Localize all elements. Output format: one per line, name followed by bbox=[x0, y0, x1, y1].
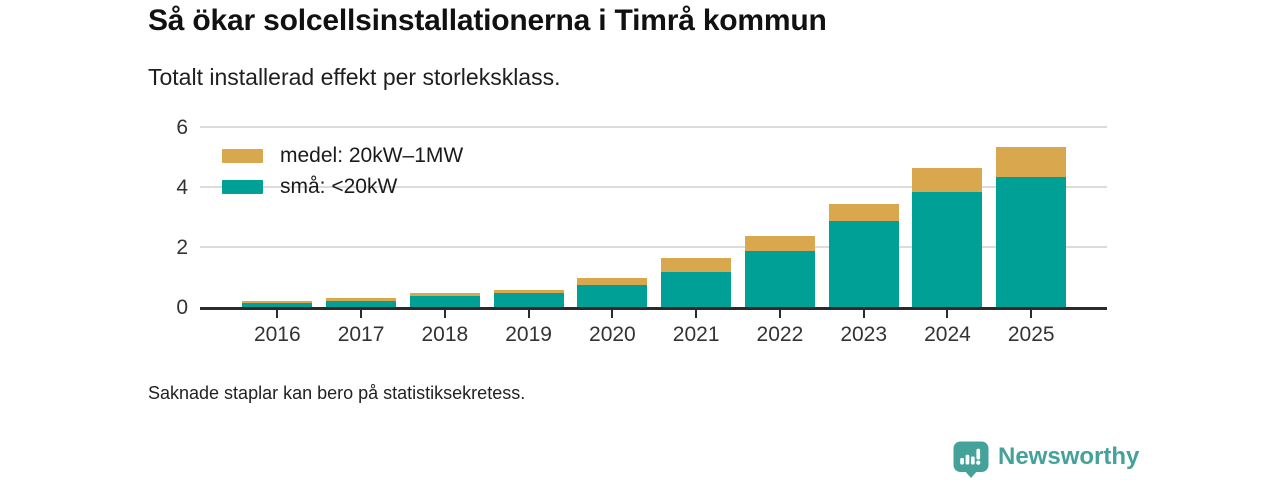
legend-item: små: <20kW bbox=[222, 171, 463, 202]
bar-segment bbox=[242, 303, 313, 309]
bar-segment bbox=[828, 204, 899, 221]
legend-label: medel: 20kW–1MW bbox=[280, 143, 464, 167]
bar-segment bbox=[493, 289, 564, 294]
x-tick bbox=[862, 310, 865, 318]
y-tick-label: 4 bbox=[176, 176, 188, 199]
x-tick-label: 2024 bbox=[924, 323, 971, 346]
bar-segment bbox=[409, 292, 480, 296]
x-tick-label: 2023 bbox=[840, 323, 888, 346]
chart-subtitle: Totalt installerad effekt per storlekskl… bbox=[148, 64, 561, 90]
x-tick bbox=[946, 310, 949, 318]
bar-chart-speech-bubble-icon bbox=[953, 441, 989, 478]
brand-name: Newsworthy bbox=[998, 443, 1140, 470]
bar-segment bbox=[996, 177, 1067, 309]
bar-segment bbox=[242, 300, 313, 303]
bar-segment bbox=[409, 295, 480, 309]
legend-swatch bbox=[222, 179, 263, 194]
x-axis-line bbox=[200, 307, 1107, 310]
x-tick bbox=[527, 310, 530, 318]
x-tick bbox=[611, 310, 614, 318]
bar-segment bbox=[493, 293, 564, 309]
bar-segment bbox=[912, 168, 983, 192]
y-tick-label: 6 bbox=[176, 116, 188, 139]
gridline bbox=[200, 126, 1107, 128]
bar-segment bbox=[661, 271, 732, 309]
footnote: Saknade staplar kan bero på statistiksek… bbox=[148, 383, 526, 403]
y-tick-label: 0 bbox=[176, 296, 188, 319]
x-tick-label: 2018 bbox=[421, 323, 469, 346]
y-tick-label: 2 bbox=[176, 236, 188, 259]
x-tick-label: 2022 bbox=[756, 323, 804, 346]
bar-segment bbox=[912, 192, 983, 309]
chart-title: Så ökar solcellsinstallationerna i Timrå… bbox=[148, 4, 827, 37]
plot-area bbox=[200, 126, 1107, 309]
x-tick-label: 2017 bbox=[337, 323, 385, 346]
legend: medel: 20kW–1MW små: <20kW bbox=[222, 140, 463, 202]
y-axis-labels: 0 2 4 6 bbox=[128, 116, 188, 319]
x-tick bbox=[443, 310, 446, 318]
gridline bbox=[200, 186, 1107, 188]
bar-segment bbox=[996, 147, 1067, 177]
bar-segment bbox=[828, 220, 899, 309]
gridline bbox=[200, 246, 1107, 248]
bar-segment bbox=[661, 258, 732, 272]
bar-segment bbox=[326, 298, 397, 301]
legend-item: medel: 20kW–1MW bbox=[222, 140, 463, 171]
bar-segment bbox=[744, 235, 815, 251]
bar-segment bbox=[577, 285, 648, 309]
x-axis: 2016 2017 2018 2019 2020 2021 2022 2023 2024 2025 bbox=[200, 310, 1107, 360]
legend-label: små: <20kW bbox=[280, 174, 398, 198]
x-tick bbox=[778, 310, 781, 318]
x-tick-label: 2025 bbox=[1007, 323, 1055, 346]
x-tick-label: 2016 bbox=[253, 323, 301, 346]
x-tick bbox=[695, 310, 698, 318]
x-tick-label: 2020 bbox=[589, 323, 636, 346]
bar-segment bbox=[577, 277, 648, 285]
x-tick bbox=[276, 310, 279, 318]
legend-swatch bbox=[222, 148, 263, 163]
bar-segment bbox=[326, 300, 397, 309]
brand: Newsworthy bbox=[953, 441, 1139, 478]
x-tick-label: 2021 bbox=[672, 323, 720, 346]
x-tick bbox=[360, 310, 363, 318]
x-tick-label: 2019 bbox=[505, 323, 552, 346]
bar-segment bbox=[744, 250, 815, 309]
x-tick bbox=[1030, 310, 1033, 318]
